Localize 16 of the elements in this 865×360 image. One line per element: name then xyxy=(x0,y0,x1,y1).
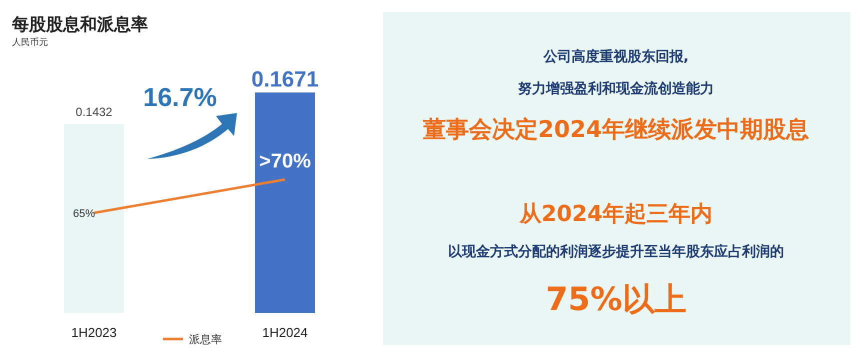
text: 董事会决定2024年继续派发中期股息 xyxy=(422,116,810,143)
chart-subtitle: 人民币元 xyxy=(12,37,48,48)
x-tick-label: 1H2023 xyxy=(71,325,117,340)
text: 以现金方式分配的利润逐步提升至当年股东应占利润的 xyxy=(448,243,784,260)
text: 公司高度重视股东回报, xyxy=(542,48,689,65)
text: 75%以上 xyxy=(546,280,686,318)
data-label: 65% xyxy=(72,208,96,220)
legend-label: 派息率 xyxy=(189,333,222,346)
x-tick-label: 1H2024 xyxy=(262,325,308,340)
data-label: 0.1432 xyxy=(76,105,113,120)
data-label: 0.1671 xyxy=(251,66,319,92)
text: 努力增强盈利和现金流创造能力 xyxy=(518,80,714,97)
text: 从2024年起三年内 xyxy=(518,202,713,227)
data-label: >70% xyxy=(259,150,312,172)
annotation: 16.7% xyxy=(143,82,217,112)
chart-title: 每股股息和派息率 xyxy=(11,15,148,35)
